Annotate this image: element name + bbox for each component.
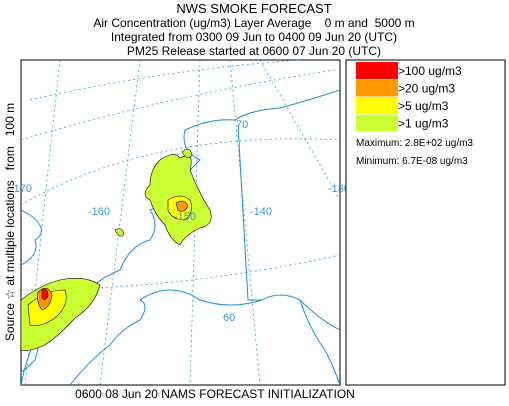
smoke-area bbox=[175, 200, 189, 212]
longitude-label: -160 bbox=[88, 206, 110, 218]
smoke-area bbox=[181, 148, 193, 159]
graticule bbox=[189, 60, 201, 385]
coastline bbox=[299, 299, 340, 385]
longitude-label: -170 bbox=[10, 183, 32, 195]
title: NWS SMOKE FORECAST bbox=[176, 1, 331, 16]
graticule bbox=[229, 60, 261, 385]
smoke-area bbox=[114, 228, 125, 237]
longitude-label: -130 bbox=[328, 183, 350, 195]
map: -170 -160 -150 -140 -130 70 60 bbox=[10, 59, 350, 386]
legend-label: >20 ug/m3 bbox=[398, 82, 455, 96]
latitude-label: 70 bbox=[236, 119, 248, 131]
smoke-area bbox=[41, 288, 49, 300]
longitude-label: -140 bbox=[250, 206, 272, 218]
legend-swatch bbox=[356, 79, 398, 97]
legend-swatch bbox=[356, 97, 398, 114]
minimum: Minimum: 6.7E-08 ug/m3 bbox=[356, 156, 468, 167]
legend-label: >1 ug/m3 bbox=[398, 117, 449, 131]
subtitle: Air Concentration (ug/m3) Layer Average … bbox=[93, 16, 414, 30]
legend-swatch bbox=[356, 114, 398, 132]
legend-frame bbox=[345, 59, 506, 386]
longitude-label: -150 bbox=[174, 211, 196, 223]
latitude-label: 60 bbox=[223, 312, 235, 324]
legend-label: >5 ug/m3 bbox=[398, 99, 449, 113]
subtitle: Integrated from 0300 09 Jun to 0400 09 J… bbox=[111, 30, 397, 44]
coastline bbox=[69, 299, 146, 385]
legend-label: >100 ug/m3 bbox=[398, 64, 462, 78]
legend: >100 ug/m3 >20 ug/m3 >5 ug/m3 >1 ug/m3 bbox=[356, 62, 462, 132]
side-label: Source ☆ at multiple locations from 100 … bbox=[3, 103, 17, 341]
graticule bbox=[259, 60, 340, 201]
legend-swatch bbox=[356, 62, 398, 79]
subtitle: PM25 Release started at 0600 07 Jun 20 (… bbox=[127, 44, 381, 58]
footer: 0600 08 Jun 20 NAMS FORECAST INITIALIZAT… bbox=[75, 387, 355, 401]
coastline bbox=[21, 209, 42, 266]
graticule bbox=[21, 69, 336, 141]
graticule bbox=[21, 138, 340, 206]
border bbox=[237, 124, 262, 301]
maximum: Maximum: 2.8E+02 ug/m3 bbox=[356, 138, 473, 149]
